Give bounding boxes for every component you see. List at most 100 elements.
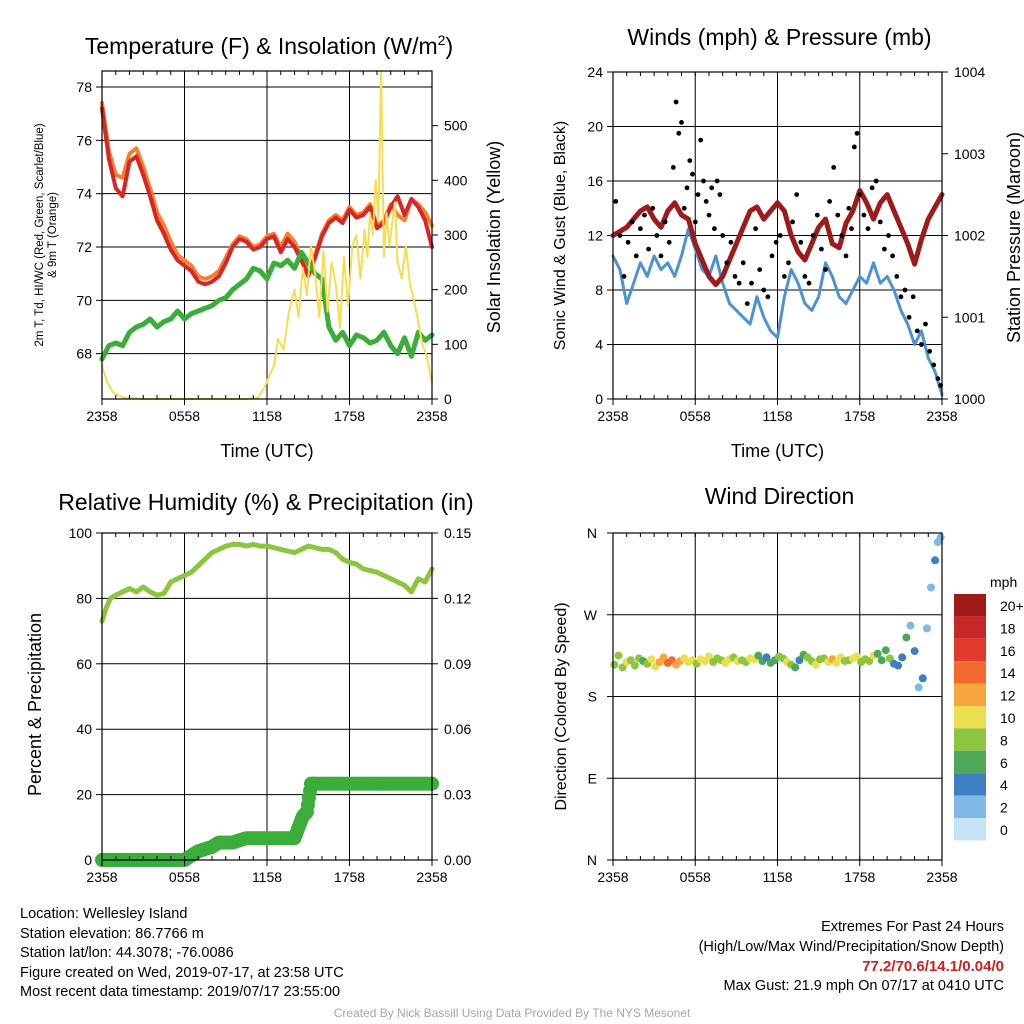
series-gust bbox=[835, 212, 841, 218]
elevation-text: Station elevation: 86.7766 m bbox=[20, 925, 204, 942]
series-gust bbox=[673, 99, 679, 105]
y-left-tick-label: 0 bbox=[595, 391, 603, 407]
direction-point bbox=[832, 658, 841, 667]
y-axis-label: Direction (Colored By Speed) bbox=[553, 602, 570, 810]
y-right-tick-label: 0.09 bbox=[444, 656, 471, 672]
series-gust bbox=[765, 294, 771, 300]
colorbar-label: 16 bbox=[1000, 643, 1016, 659]
direction-point bbox=[754, 651, 763, 660]
series-gust bbox=[650, 205, 656, 211]
series-gust bbox=[662, 219, 668, 225]
series-gust bbox=[806, 280, 812, 286]
colorbar-label: 6 bbox=[1000, 755, 1008, 771]
series-gust bbox=[919, 342, 924, 347]
colorbar: mph 20+ 18 16 14 12 10 8 6 4 2 0 bbox=[954, 574, 1024, 841]
series-gust bbox=[935, 376, 941, 381]
series-gust bbox=[695, 192, 701, 198]
winds-panel: 0 4 8 12 16 20 24 1000 1001 1002 1003 1004 2358 0558 1… bbox=[552, 24, 1024, 461]
y-left-tick-label: 100 bbox=[69, 525, 93, 541]
y-right-tick-label: 1003 bbox=[954, 146, 985, 162]
y-right-tick-label: 0.00 bbox=[444, 852, 471, 868]
credit-text: Created By Nick Bassill Using Data Provi… bbox=[333, 1006, 691, 1020]
series-gust bbox=[861, 212, 867, 218]
direction-point bbox=[705, 652, 713, 661]
series-gust bbox=[882, 246, 887, 252]
y-axis-label-right: Solar Insolation (Yellow) bbox=[484, 141, 504, 333]
x-tick-label: 0558 bbox=[680, 408, 711, 424]
series-gust bbox=[638, 226, 643, 232]
y-axis-label-right-text: Solar Insolation (Yellow) bbox=[484, 141, 504, 333]
direction-point bbox=[898, 653, 907, 662]
series-gust bbox=[701, 178, 706, 184]
series-gust bbox=[621, 274, 627, 279]
series-gust bbox=[749, 280, 754, 286]
series-gust bbox=[810, 233, 816, 238]
series-gust bbox=[927, 348, 933, 354]
extremes-values: 77.2/70.6/14.1/0.04/0 bbox=[862, 958, 1004, 976]
series-gust bbox=[898, 294, 904, 300]
direction-point bbox=[910, 647, 919, 656]
extremes-title: Extremes For Past 24 Hours bbox=[821, 919, 1004, 935]
series-station-pressure bbox=[610, 188, 945, 288]
y-right-tick-label: 1002 bbox=[954, 228, 985, 244]
direction-point bbox=[922, 624, 931, 633]
y-right-tick-label: 0.06 bbox=[444, 721, 471, 737]
location-text: Location: Wellesley Island bbox=[20, 906, 188, 922]
x-tick-label: 2358 bbox=[597, 408, 628, 424]
series-gust bbox=[794, 192, 800, 198]
y-left-tick-label: 20 bbox=[76, 787, 92, 803]
series-gust bbox=[777, 233, 783, 238]
colorbar-label: 12 bbox=[1000, 688, 1016, 704]
y-left-tick-label: 20 bbox=[587, 119, 603, 135]
series-gust bbox=[692, 219, 698, 225]
direction-point bbox=[906, 621, 915, 630]
y-left-tick-label: 24 bbox=[587, 64, 603, 80]
chart-title: Winds (mph) & Pressure (mb) bbox=[627, 24, 931, 50]
series-gust bbox=[865, 226, 871, 232]
colorbar-label: 14 bbox=[1000, 665, 1016, 681]
series-gust bbox=[690, 171, 695, 177]
x-axis-label: Time (UTC) bbox=[731, 441, 824, 461]
colorbar-label: 10 bbox=[1000, 710, 1016, 726]
x-tick-label: 2358 bbox=[597, 869, 628, 885]
x-tick-label: 1758 bbox=[334, 869, 365, 885]
series-gust bbox=[769, 253, 775, 259]
colorbar-label: 20+ bbox=[1000, 598, 1024, 614]
direction-point bbox=[902, 633, 911, 642]
series-gust bbox=[802, 274, 808, 279]
series-gust bbox=[681, 205, 687, 211]
colorbar-swatch bbox=[954, 728, 986, 751]
series-relative-humidity bbox=[99, 541, 435, 624]
y-right-tick-label: 200 bbox=[444, 282, 468, 298]
series-gust bbox=[902, 287, 908, 293]
series-gust bbox=[851, 144, 857, 150]
y-right-tick-label: 400 bbox=[444, 172, 468, 188]
series-gust bbox=[894, 274, 900, 279]
series-gust bbox=[931, 362, 937, 368]
y-right-tick-label: 300 bbox=[444, 227, 468, 243]
series-gust bbox=[910, 294, 916, 300]
y-left-tick-label: 60 bbox=[76, 656, 92, 672]
y-tick-label: N bbox=[587, 525, 597, 541]
series-gust bbox=[831, 165, 837, 170]
series-gust bbox=[773, 239, 779, 245]
y-tick-label: W bbox=[584, 607, 598, 623]
x-tick-label: 1758 bbox=[844, 408, 875, 424]
y-left-tick-label: 16 bbox=[587, 173, 603, 189]
x-tick-label: 2358 bbox=[416, 869, 447, 885]
series-gust bbox=[790, 219, 795, 225]
y-tick-label: S bbox=[588, 689, 597, 705]
y-left-tick-label: 0 bbox=[84, 852, 92, 868]
colorbar-swatch bbox=[954, 795, 986, 818]
y-axis-label-right: Station Pressure (Maroon) bbox=[1004, 132, 1024, 343]
series-gust bbox=[839, 233, 845, 238]
series-gust bbox=[703, 199, 709, 204]
series-gust bbox=[923, 321, 928, 327]
direction-point bbox=[762, 653, 771, 662]
y-right-tick-label: 0.12 bbox=[444, 590, 471, 606]
series-gust bbox=[877, 219, 883, 225]
chart-title: Wind Direction bbox=[705, 483, 855, 509]
colorbar-swatch bbox=[954, 616, 986, 639]
series-gust bbox=[890, 253, 895, 259]
